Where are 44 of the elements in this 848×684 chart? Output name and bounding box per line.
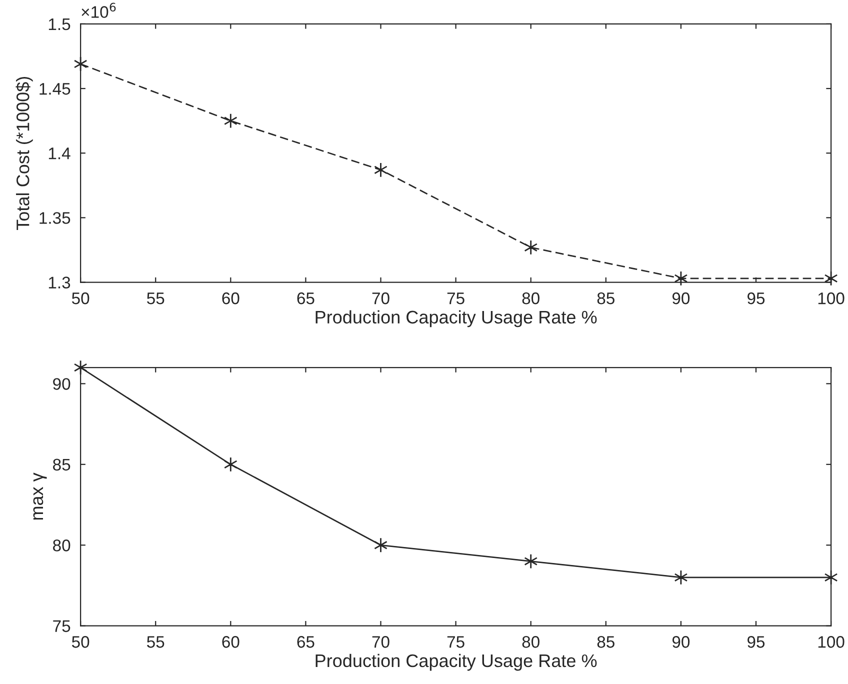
x-tick-label: 75: [447, 292, 464, 304]
y-tick-label: 80: [53, 540, 70, 552]
x-tick-label: 55: [147, 636, 164, 648]
y-tick-label: 85: [53, 458, 70, 471]
x-tick-label: 80: [522, 636, 540, 648]
x-tick-label: 65: [297, 636, 314, 648]
point: [374, 162, 388, 178]
x-tick-label: 50: [72, 636, 90, 648]
x-tick-label: 65: [297, 292, 314, 304]
point: [674, 270, 688, 286]
y-tick-label: 1.35: [40, 212, 70, 224]
x-tick-label: 90: [672, 636, 690, 648]
y-tick-label: 90: [53, 378, 70, 390]
x-tick-label: 95: [748, 636, 765, 648]
point: [374, 537, 388, 553]
x-tick-label: 60: [222, 636, 240, 648]
x-tick-label: 70: [372, 636, 390, 648]
y-axis-title: max γ: [33, 472, 47, 520]
x-axis-title: Production Capacity Usage Rate %: [316, 310, 597, 328]
y-tick-label: 1.4: [48, 148, 70, 160]
y-tick-label: 1.45: [40, 83, 70, 95]
y-axis-title: Total Cost (*1000$): [16, 76, 33, 230]
x-tick-label: 80: [522, 292, 540, 304]
y-tick-label: 75: [53, 620, 70, 632]
point: [224, 456, 238, 472]
point: [524, 554, 538, 569]
point: [674, 570, 688, 586]
x-axis-title: Production Capacity Usage Rate %: [316, 654, 597, 671]
x-tick-label: 85: [597, 636, 614, 648]
x-tick-label: 50: [72, 292, 90, 304]
x-tick-label: 70: [372, 292, 390, 304]
y-tick-label: 1.5: [48, 18, 70, 30]
point: [524, 240, 538, 256]
y-tick-label: 1.3: [48, 276, 70, 288]
text: ×10$^{6}$: [82, 2, 116, 18]
x-tick-label: 90: [672, 292, 690, 304]
x-tick-label: 100: [818, 636, 844, 648]
x-tick-label: 95: [748, 292, 765, 304]
x-tick-label: 55: [147, 292, 164, 304]
point: [224, 113, 238, 128]
x-tick-label: 60: [222, 292, 240, 304]
x-tick-label: 100: [818, 292, 844, 304]
x-tick-label: 75: [447, 636, 464, 648]
x-tick-label: 85: [597, 292, 614, 304]
